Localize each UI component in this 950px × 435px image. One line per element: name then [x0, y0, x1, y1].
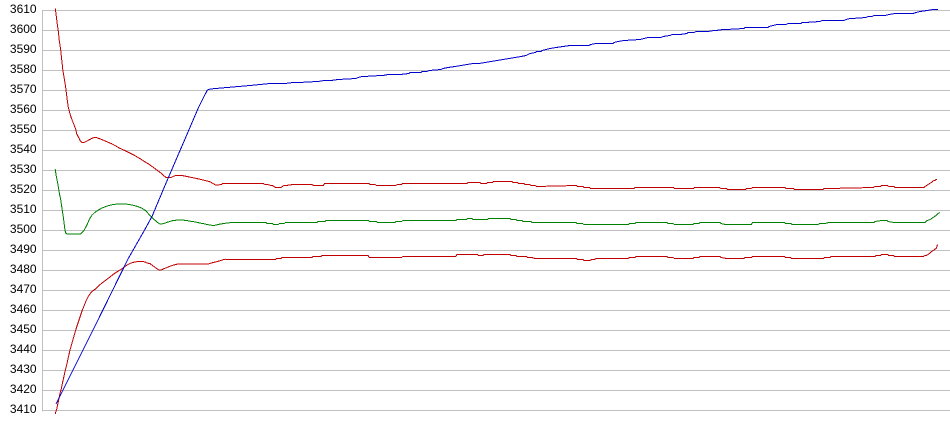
- svg-text:3470: 3470: [10, 282, 37, 296]
- svg-text:3610: 3610: [10, 2, 37, 16]
- svg-text:3430: 3430: [10, 362, 37, 376]
- svg-text:3520: 3520: [10, 182, 37, 196]
- svg-text:3450: 3450: [10, 322, 37, 336]
- svg-text:3530: 3530: [10, 162, 37, 176]
- svg-text:3550: 3550: [10, 122, 37, 136]
- svg-text:3410: 3410: [10, 402, 37, 416]
- svg-text:3490: 3490: [10, 242, 37, 256]
- svg-text:3440: 3440: [10, 342, 37, 356]
- svg-text:3500: 3500: [10, 222, 37, 236]
- svg-text:3510: 3510: [10, 202, 37, 216]
- svg-text:3460: 3460: [10, 302, 37, 316]
- svg-text:3420: 3420: [10, 382, 37, 396]
- svg-text:3600: 3600: [10, 22, 37, 36]
- svg-text:3480: 3480: [10, 262, 37, 276]
- svg-text:3540: 3540: [10, 142, 37, 156]
- svg-text:3560: 3560: [10, 102, 37, 116]
- svg-text:3580: 3580: [10, 62, 37, 76]
- svg-text:3590: 3590: [10, 42, 37, 56]
- svg-text:3570: 3570: [10, 82, 37, 96]
